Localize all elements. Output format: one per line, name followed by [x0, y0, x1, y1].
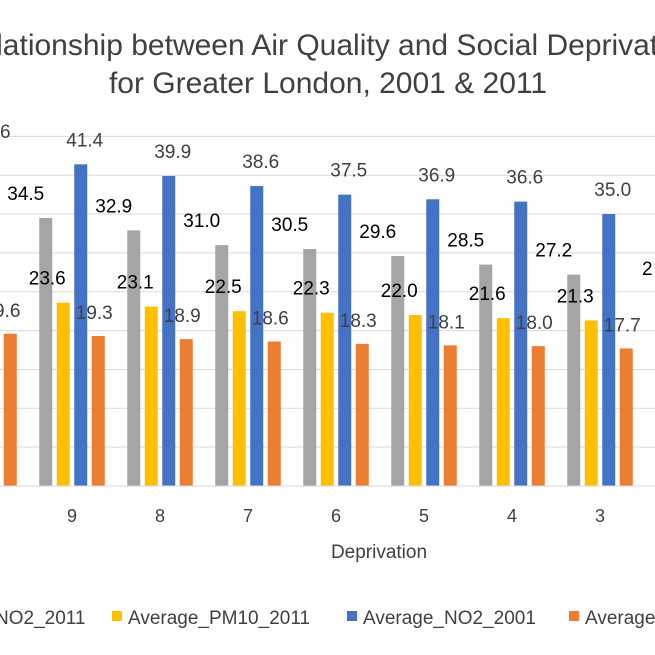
bar [39, 217, 53, 486]
bar [127, 230, 141, 486]
bar [479, 264, 493, 486]
bars [3, 164, 633, 487]
x-tick-label: 4 [507, 506, 517, 526]
data-label: 35.0 [594, 180, 631, 201]
x-tick-label: 7 [243, 506, 253, 526]
data-label: 17.7 [604, 315, 641, 336]
bar [355, 343, 369, 486]
x-tick-labels: 1098765432 [67, 506, 605, 526]
bar [514, 201, 528, 487]
legend: NO2_2011 Average_PM10_2011 Average_NO2_2… [0, 608, 655, 629]
bar [162, 175, 176, 487]
data-label: 31.0 [183, 211, 220, 232]
x-tick-label: 3 [595, 506, 605, 526]
legend-label-no2-2001: Average_NO2_2001 [363, 608, 536, 629]
data-label: 39.9 [154, 142, 191, 163]
data-label: 27.2 [535, 241, 572, 262]
chart-title-line-2: for Greater London, 2001 & 2011 [109, 67, 547, 100]
bar [567, 274, 581, 486]
bar [3, 333, 17, 486]
bar [584, 320, 598, 486]
bar [338, 194, 352, 486]
legend-label-pm10-2001: Average [585, 608, 655, 629]
data-label: 18.9 [164, 306, 201, 327]
x-tick-label: 5 [419, 506, 429, 526]
bar [602, 214, 616, 487]
data-label: 41.4 [66, 130, 103, 151]
data-label: 30.5 [271, 215, 308, 236]
data-label: 22.3 [293, 279, 330, 300]
partial-label-left-top: 6 [0, 122, 11, 143]
data-label: 18.3 [340, 311, 377, 332]
chart-title-line-1: Relationship between Air Quality and Soc… [0, 29, 655, 62]
legend-swatch-no2-2001 [347, 611, 357, 621]
bar [56, 302, 70, 486]
bar [232, 311, 246, 486]
data-label: 19.3 [76, 303, 113, 324]
data-label: 21.3 [557, 286, 594, 307]
x-axis-title: Deprivation [331, 542, 427, 563]
bar [144, 306, 158, 486]
data-label: 29.6 [359, 222, 396, 243]
x-tick-label: 6 [331, 506, 341, 526]
data-label: 36.9 [418, 165, 455, 186]
data-label: 23.1 [117, 273, 154, 294]
bar [426, 199, 440, 487]
data-label: 18.6 [252, 308, 289, 329]
bar [408, 315, 422, 486]
legend-label-pm10-2011: Average_PM10_2011 [128, 608, 310, 629]
x-tick-label: 8 [155, 506, 165, 526]
data-label: 32.9 [95, 196, 132, 217]
bar [391, 256, 405, 486]
data-label: 23.6 [29, 269, 66, 290]
data-label: 38.6 [242, 152, 279, 173]
data-label: 22.5 [205, 277, 242, 298]
bar [250, 186, 264, 486]
data-label: 36.6 [506, 168, 543, 189]
x-tick-label: 9 [67, 506, 77, 526]
partial-label-left-bottom: 9.6 [0, 301, 20, 322]
bar [496, 318, 510, 486]
bar [179, 339, 193, 486]
data-label: 22.0 [381, 281, 418, 302]
bar [74, 164, 88, 486]
bar [320, 312, 334, 486]
data-label: 18.0 [516, 313, 553, 334]
bar [215, 245, 229, 486]
data-label: 21.6 [469, 284, 506, 305]
legend-swatch-pm10-2011 [112, 611, 122, 621]
legend-label-no2-2011: NO2_2011 [0, 608, 86, 629]
data-label: 18.1 [428, 312, 465, 333]
data-label: 34.5 [7, 184, 44, 205]
data-label: 37.5 [330, 161, 367, 182]
bar [91, 336, 105, 486]
data-label: 28.5 [447, 231, 484, 252]
bar [619, 348, 633, 486]
data-labels: 34.5 23.6 41.4 19.3 32.9 23.1 39.9 18.9 31.0 22.5… [7, 130, 640, 336]
bar [267, 341, 281, 486]
bar [531, 346, 545, 486]
legend-swatch-pm10-2001 [569, 611, 579, 621]
bar [443, 345, 457, 486]
partial-label-right: 2 [642, 259, 653, 280]
bar [303, 249, 317, 486]
